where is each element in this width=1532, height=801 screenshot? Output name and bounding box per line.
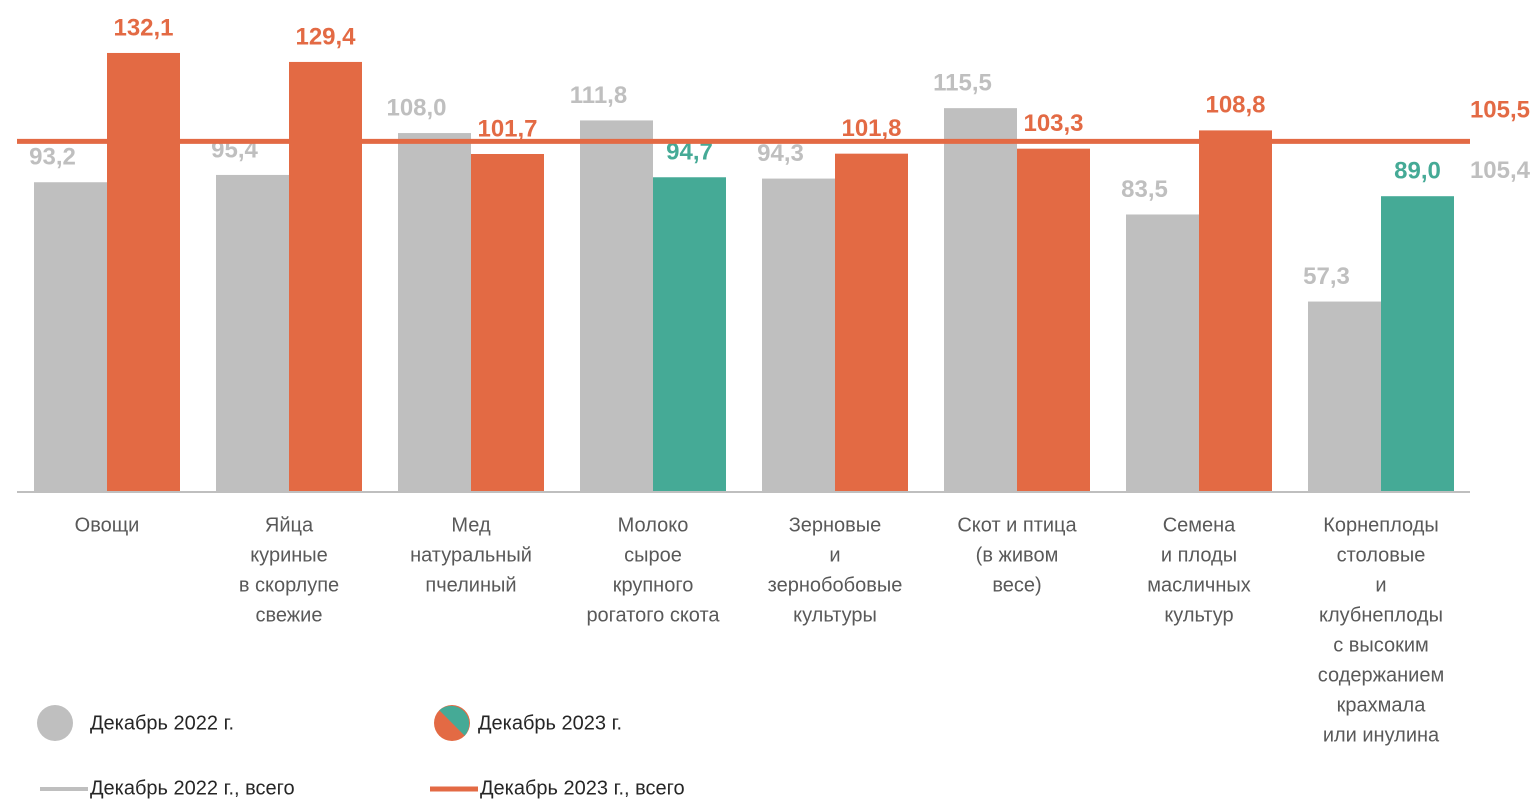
x-tick-label: столовые [1337,544,1426,566]
value-label: 93,2 [29,144,76,171]
value-label: 111,8 [570,82,627,109]
bar [653,177,726,492]
bar [216,174,289,492]
x-tick-label: в скорлупе [239,574,339,596]
x-tick-label: Мед [451,514,491,536]
x-tick-label: куриные [250,544,328,566]
bar [580,120,653,492]
x-tick-label: Семена [1163,514,1236,536]
x-tick-label: (в живом [976,544,1059,566]
value-label: 101,8 [841,115,901,142]
bar [1308,301,1381,492]
x-tick-label: сырое [624,544,682,566]
bar [762,178,835,492]
legend-marker [439,705,470,736]
bar [471,153,544,492]
x-tick-label: с высоким [1333,634,1429,656]
x-tick-label: и [1375,574,1386,596]
x-tick-label: свежие [256,604,323,626]
legend-label: Декабрь 2022 г. [90,712,234,734]
x-tick-label: Скот и птица [957,514,1077,536]
legend-marker [37,705,73,741]
x-tick-label: Овощи [75,514,140,536]
value-label: 94,3 [757,140,804,167]
x-tick-label: пчелиный [425,574,516,596]
value-label: 132,1 [113,14,173,41]
x-tick-label: масличных [1147,574,1251,596]
legend-label: Декабрь 2023 г., всего [480,777,685,799]
x-tick-label: или инулина [1323,724,1440,746]
bar [1126,214,1199,492]
x-tick-label: весе) [992,574,1041,596]
value-label: 57,3 [1303,263,1350,290]
bar [944,108,1017,492]
bar [835,153,908,492]
value-label: 108,8 [1205,92,1265,119]
bar [1381,196,1454,493]
legend-label: Декабрь 2023 г. [478,712,622,734]
reference-label: 105,4 [1470,157,1531,184]
value-label: 83,5 [1121,176,1168,203]
value-label: 89,0 [1394,158,1441,185]
x-tick-label: зернобобовые [768,574,903,596]
bar [1199,130,1272,492]
x-tick-label: крупного [613,574,694,596]
x-tick-label: содержанием [1318,664,1444,686]
bar [107,52,180,493]
x-tick-label: и [829,544,840,566]
x-tick-label: Яйца [265,514,314,536]
x-tick-label: культур [1164,604,1233,626]
bar [289,61,362,492]
value-label: 103,3 [1023,110,1083,137]
x-tick-label: культуры [793,604,877,626]
x-tick-label: рогатого скота [586,604,720,626]
legend-label: Декабрь 2022 г., всего [90,777,295,799]
x-tick-label: Корнеплоды [1323,514,1439,536]
bar [1017,148,1090,492]
bar [34,182,107,492]
x-tick-label: крахмала [1337,694,1427,716]
bar [398,133,471,492]
value-label: 115,5 [933,69,992,96]
reference-label: 105,5 [1470,97,1530,124]
value-label: 129,4 [295,23,356,50]
value-label: 108,0 [386,94,446,121]
x-tick-label: и плоды [1161,544,1237,566]
x-tick-label: Зерновые [789,514,882,536]
x-tick-label: клубнеплоды [1319,604,1443,626]
value-label: 101,7 [477,115,537,142]
x-tick-label: натуральный [410,544,532,566]
x-tick-label: Молоко [618,514,689,536]
